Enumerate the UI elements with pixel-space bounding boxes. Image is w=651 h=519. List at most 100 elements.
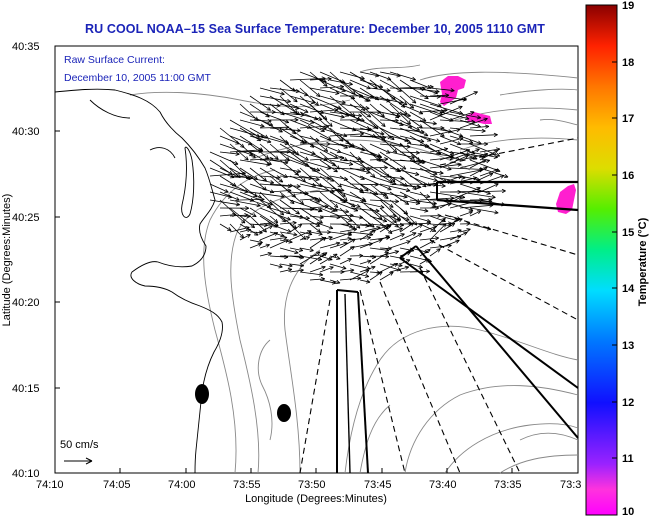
- current-vector: [249, 191, 285, 198]
- current-vector: [439, 149, 470, 161]
- current-vector-head: [419, 264, 423, 268]
- current-vector-head: [384, 157, 389, 160]
- current-vector-head: [323, 85, 328, 87]
- current-vector-head: [457, 163, 462, 167]
- current-vector-head: [435, 141, 440, 143]
- current-vector-head: [287, 190, 292, 193]
- current-vector: [319, 215, 341, 218]
- x-tick: 73:40: [429, 479, 457, 491]
- current-vector: [359, 79, 383, 88]
- current-vector-head: [266, 164, 271, 167]
- map-title: RU COOL NOAA–15 Sea Surface Temperature:…: [85, 22, 545, 36]
- current-vector-head: [305, 215, 310, 219]
- current-vector: [329, 279, 341, 284]
- current-vector-head: [373, 229, 377, 234]
- current-vector-head: [316, 167, 321, 171]
- current-vector-head: [344, 157, 348, 161]
- current-vector-head: [394, 218, 397, 223]
- current-vector-head: [424, 249, 429, 253]
- current-vector-head: [426, 222, 431, 226]
- current-vector: [339, 258, 352, 265]
- current-vector-head: [473, 177, 478, 181]
- current-vector-head: [424, 210, 429, 213]
- current-vector-head: [429, 84, 434, 88]
- current-vector: [439, 137, 464, 145]
- current-vector-head: [305, 236, 310, 238]
- current-vector: [459, 211, 473, 217]
- y-tick: 40:20: [12, 297, 40, 309]
- current-vector-head: [339, 84, 344, 87]
- current-vector-head: [297, 169, 302, 173]
- current-vector-head: [416, 187, 421, 190]
- current-vector-head: [478, 210, 482, 215]
- current-vector-head: [426, 270, 430, 274]
- current-vector-head: [367, 97, 371, 102]
- current-vector-head: [326, 143, 331, 147]
- current-vector-head: [385, 256, 390, 259]
- current-vector-head: [381, 140, 386, 142]
- current-vector: [389, 151, 415, 159]
- current-vector-head: [378, 217, 383, 220]
- current-vector-head: [440, 135, 445, 137]
- current-vector-head: [456, 218, 461, 221]
- current-vector: [359, 215, 375, 228]
- current-vector-head: [335, 90, 340, 94]
- current-vector-head: [268, 252, 272, 257]
- island-shape: [277, 404, 291, 422]
- current-vector: [379, 207, 397, 224]
- current-vector-head: [262, 188, 267, 191]
- current-vector-head: [348, 143, 353, 147]
- current-vector: [379, 263, 398, 273]
- current-vector: [369, 251, 389, 265]
- current-vector: [459, 135, 482, 145]
- current-vector-head: [486, 193, 491, 195]
- current-vector-head: [468, 142, 473, 144]
- current-vector-head: [279, 128, 283, 133]
- current-vector-head: [348, 232, 352, 236]
- current-vector-head: [501, 190, 506, 194]
- colorbar-label: Temperature (°C): [637, 217, 649, 306]
- current-vector-head: [316, 223, 321, 226]
- current-vector-head: [456, 129, 461, 133]
- current-vector-head: [297, 224, 302, 226]
- current-vector: [359, 260, 372, 265]
- current-vector: [359, 127, 385, 135]
- current-vector: [279, 199, 300, 215]
- current-vector: [289, 223, 306, 240]
- current-vector: [269, 87, 300, 92]
- current-vector: [269, 159, 289, 164]
- current-vector-head: [433, 121, 437, 125]
- current-vector-head: [471, 119, 476, 123]
- current-vector-head: [459, 218, 463, 223]
- current-vector-head: [317, 251, 321, 256]
- current-vector-head: [419, 224, 423, 228]
- current-vector-head: [471, 121, 476, 124]
- current-vector-head: [389, 206, 394, 208]
- current-vector-head: [328, 236, 333, 241]
- current-vector-head: [396, 75, 401, 78]
- current-vector: [309, 237, 326, 241]
- current-vector-head: [341, 201, 346, 204]
- current-vector-head: [387, 248, 392, 251]
- current-vector: [359, 119, 377, 129]
- current-vector-head: [287, 210, 291, 214]
- current-vector-head: [333, 206, 339, 208]
- current-vector: [479, 175, 505, 185]
- current-vector: [319, 255, 333, 261]
- current-vector-head: [466, 221, 471, 225]
- current-vector: [259, 95, 291, 103]
- current-vector-head: [406, 122, 411, 125]
- current-vector-head: [356, 206, 361, 208]
- current-vector-head: [359, 187, 364, 191]
- legend-line-1: Raw Surface Current:: [64, 54, 165, 66]
- current-vector-head: [399, 228, 403, 232]
- current-vector-head: [318, 197, 322, 201]
- current-vector: [329, 133, 364, 137]
- current-vector: [239, 119, 265, 127]
- current-vector: [249, 223, 268, 226]
- current-vector: [369, 207, 399, 228]
- current-vector-head: [382, 112, 385, 117]
- current-vector: [329, 167, 366, 170]
- x-tick: 74:05: [103, 479, 131, 491]
- current-vector-head: [405, 210, 409, 215]
